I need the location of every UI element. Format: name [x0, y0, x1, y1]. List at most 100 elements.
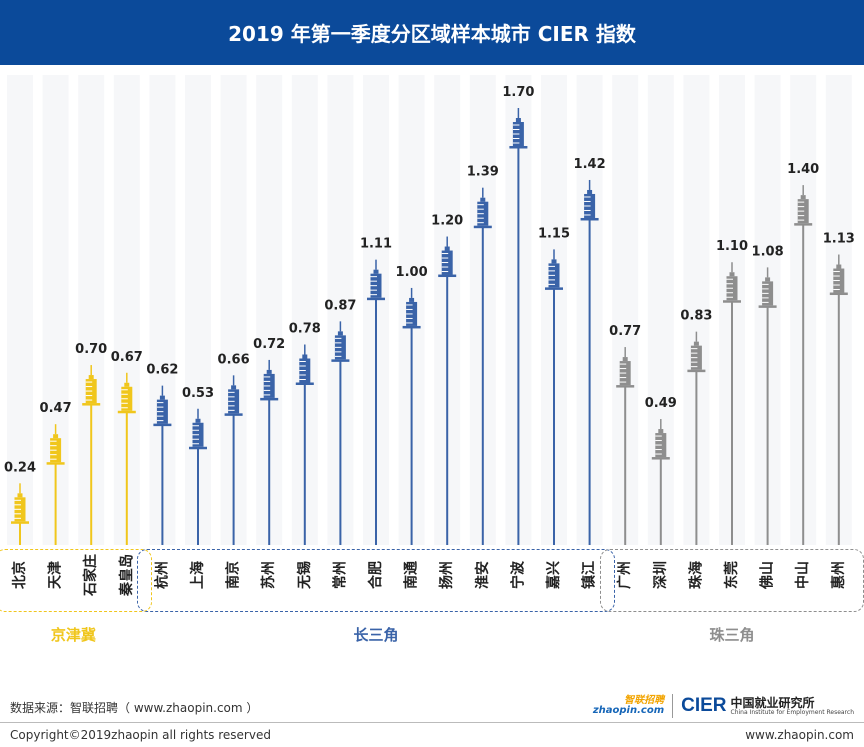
- bar-rod: [624, 387, 627, 545]
- bar-rod: [90, 405, 93, 545]
- bar-rod: [197, 448, 199, 545]
- bar-rod: [232, 415, 235, 545]
- bar-hub: [53, 434, 59, 439]
- city-label: 南京: [225, 561, 242, 589]
- value-label: 0.77: [609, 324, 641, 339]
- bar: [651, 419, 670, 545]
- bar-rod: [553, 289, 555, 545]
- city-label: 嘉兴: [545, 561, 562, 590]
- city-label: 南通: [403, 561, 420, 589]
- city-label: 淮安: [474, 561, 491, 589]
- bar-hub: [729, 272, 735, 277]
- value-label: 0.83: [680, 309, 712, 324]
- bar-flange: [260, 397, 279, 401]
- city-label: 石家庄: [82, 554, 99, 597]
- city-label: 秦皇岛: [118, 554, 135, 597]
- bar-rod: [303, 384, 306, 545]
- bar-hub: [765, 277, 771, 282]
- bar-hub: [337, 331, 343, 336]
- value-label: 1.39: [467, 165, 499, 180]
- bar: [11, 483, 29, 545]
- city-label: 无锡: [296, 561, 313, 590]
- city-label: 深圳: [652, 561, 669, 589]
- city-label: 苏州: [260, 561, 277, 589]
- region-label: 京津冀: [50, 626, 96, 644]
- bar: [794, 185, 813, 545]
- bar: [402, 287, 421, 545]
- value-label: 0.24: [4, 460, 36, 475]
- cier-logo: CIER 中国就业研究所 China Institute for Employm…: [681, 695, 854, 716]
- region-box: [0, 549, 152, 612]
- bar-hub: [124, 382, 130, 387]
- bar-hub: [373, 269, 379, 274]
- bar: [829, 254, 848, 545]
- bar-rod: [481, 227, 484, 545]
- bar: [295, 344, 314, 545]
- bar: [331, 321, 350, 545]
- bar-flange: [545, 287, 563, 290]
- city-label: 合肥: [367, 561, 384, 589]
- value-label: 0.47: [40, 401, 72, 416]
- bar: [82, 365, 101, 545]
- value-label: 1.15: [538, 226, 570, 241]
- bar: [153, 385, 172, 545]
- bar-rod: [446, 276, 449, 545]
- bar-flange: [402, 325, 421, 329]
- bar-flange: [438, 274, 457, 278]
- bar-rod: [802, 225, 805, 545]
- bar-flange: [794, 223, 813, 226]
- bar-flange: [829, 292, 848, 296]
- value-label: 1.70: [502, 85, 534, 100]
- bar-rod: [731, 302, 733, 545]
- bar-hub: [409, 297, 415, 302]
- value-label: 1.40: [787, 162, 819, 177]
- bar: [509, 108, 528, 545]
- bar-flange: [723, 300, 741, 303]
- bar-flange: [367, 297, 385, 301]
- city-label: 扬州: [438, 561, 455, 589]
- bar-rod: [19, 523, 21, 545]
- value-label: 0.53: [182, 386, 214, 401]
- bar: [723, 262, 741, 545]
- region-box: [600, 549, 864, 612]
- bar-flange: [224, 413, 243, 416]
- city-label: 天津: [47, 561, 64, 589]
- city-label: 常州: [331, 561, 348, 589]
- bar-flange: [82, 403, 101, 406]
- bar: [545, 249, 563, 545]
- bar-flange: [758, 305, 777, 308]
- city-label: 广州: [616, 561, 633, 589]
- city-label: 镇江: [581, 561, 598, 589]
- bar-hub: [88, 375, 94, 380]
- city-label: 惠州: [830, 561, 847, 589]
- bar-rod: [54, 464, 57, 545]
- bar: [687, 331, 706, 545]
- bar-rod: [659, 459, 662, 545]
- value-label: 1.42: [574, 157, 606, 172]
- bar-rod: [339, 361, 342, 545]
- website: www.zhaopin.com: [745, 728, 854, 742]
- bar-rod: [268, 399, 271, 545]
- bar-flange: [509, 146, 528, 149]
- footer-divider: [0, 722, 864, 723]
- city-label: 东莞: [723, 561, 740, 589]
- chart-title: 2019 年第一季度分区域样本城市 CIER 指数: [0, 0, 864, 65]
- bar-hub: [444, 246, 450, 251]
- bar-rod: [517, 148, 520, 545]
- bar-flange: [189, 446, 207, 450]
- bar-rod: [837, 294, 840, 545]
- bar-hub: [302, 354, 308, 359]
- bar: [189, 408, 207, 545]
- bar-rod: [695, 371, 698, 545]
- value-label: 0.66: [218, 352, 250, 367]
- logo-divider: [672, 694, 674, 718]
- bar-hub: [693, 341, 699, 346]
- city-label: 珠海: [687, 561, 704, 589]
- bar-hub: [551, 259, 557, 264]
- bar-hub: [587, 189, 593, 194]
- bar-hub: [480, 197, 486, 202]
- value-label: 1.10: [716, 239, 748, 254]
- copyright: Copyright©2019zhaopin all rights reserve…: [10, 728, 271, 742]
- bar-hub: [159, 395, 165, 400]
- bar-hub: [836, 264, 842, 269]
